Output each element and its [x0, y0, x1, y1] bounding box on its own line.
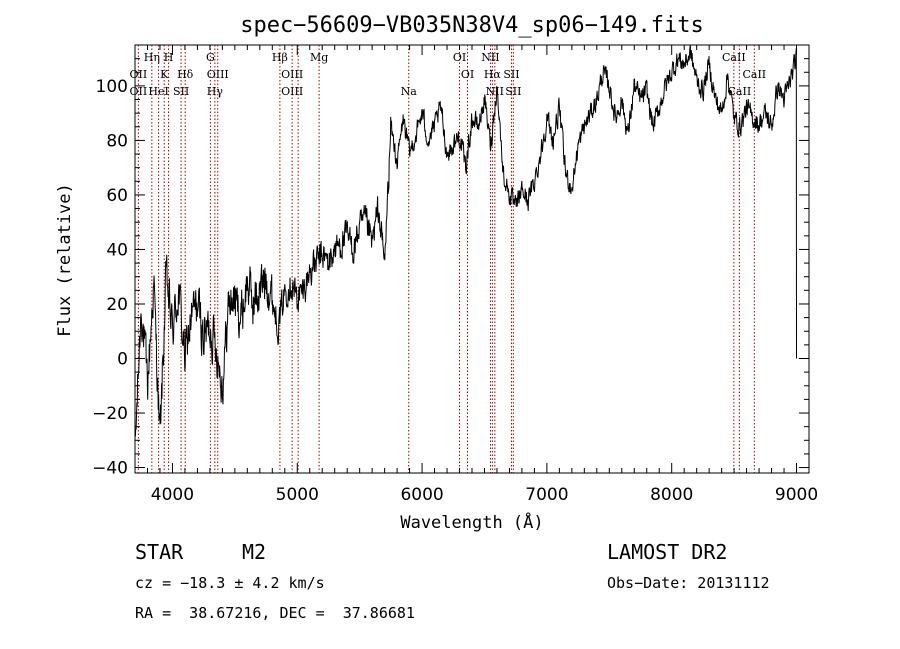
x-tick-labels: 4000 5000 6000 7000 8000 9000	[151, 485, 818, 505]
line-label: Hγ	[207, 85, 224, 98]
y-tick-label: 20	[106, 295, 128, 315]
line-label: SII	[505, 85, 521, 98]
y-tick-label: 40	[106, 240, 128, 260]
line-label: CaII	[728, 85, 752, 98]
line-label: NII	[486, 85, 504, 98]
y-tick-label: 100	[96, 77, 128, 97]
line-label: Mg	[310, 51, 328, 64]
x-tick-label: 9000	[775, 485, 818, 505]
line-label: OI	[461, 68, 474, 81]
subclass: M2	[242, 540, 267, 564]
x-tick-label: 4000	[151, 485, 194, 505]
line-label: CaII	[742, 68, 766, 81]
line-label: OII	[130, 85, 148, 98]
x-tick-label: 8000	[650, 485, 693, 505]
line-label: Hη	[144, 51, 160, 64]
line-label: SII	[173, 85, 189, 98]
y-tick-label: −40	[92, 459, 128, 479]
x-tick-label: 7000	[525, 485, 568, 505]
line-label: OIII	[207, 68, 229, 81]
line-label: Hβ	[272, 51, 288, 64]
x-tick-label: 5000	[276, 485, 319, 505]
line-label: H	[164, 51, 174, 64]
line-label: Hα	[484, 68, 502, 81]
survey-name: LAMOST DR2	[607, 540, 728, 564]
plot-frame	[134, 44, 810, 474]
line-label: CaII	[722, 51, 746, 64]
line-label: NII	[481, 51, 499, 64]
emission-lines	[137, 45, 755, 473]
line-label: Na	[401, 85, 418, 98]
x-axis-label: Wavelength (Å)	[400, 511, 543, 533]
spectrum-line	[134, 44, 797, 437]
line-label: OIII	[281, 68, 303, 81]
x-tick-label: 6000	[400, 485, 443, 505]
y-tick-label: 60	[106, 186, 128, 206]
y-tick-label: 80	[106, 131, 128, 151]
axis-ticks	[134, 45, 810, 473]
obs-date: Obs−Date: 20131112	[607, 574, 770, 592]
line-label: OIII	[281, 85, 303, 98]
coordinates: RA = 38.67216, DEC = 37.86681	[135, 604, 415, 622]
y-tick-label: −20	[92, 404, 128, 424]
y-tick-label: 0	[117, 350, 128, 370]
line-label: OII	[130, 68, 148, 81]
line-label: SII	[503, 68, 519, 81]
redshift-cz: cz = −18.3 ± 4.2 km/s	[135, 574, 325, 592]
line-label: K	[160, 68, 169, 81]
line-label: G	[206, 51, 215, 64]
y-tick-labels: −40 −20 0 20 40 60 80 100	[92, 77, 128, 479]
line-label: Hδ	[177, 68, 194, 81]
chart-title: spec−56609−VB035N38V4_sp06−149.fits	[240, 13, 704, 38]
object-class: STAR	[135, 540, 184, 564]
line-label: HeI	[148, 85, 168, 98]
line-label: OI	[453, 51, 466, 64]
y-axis-label: Flux (relative)	[55, 183, 75, 337]
